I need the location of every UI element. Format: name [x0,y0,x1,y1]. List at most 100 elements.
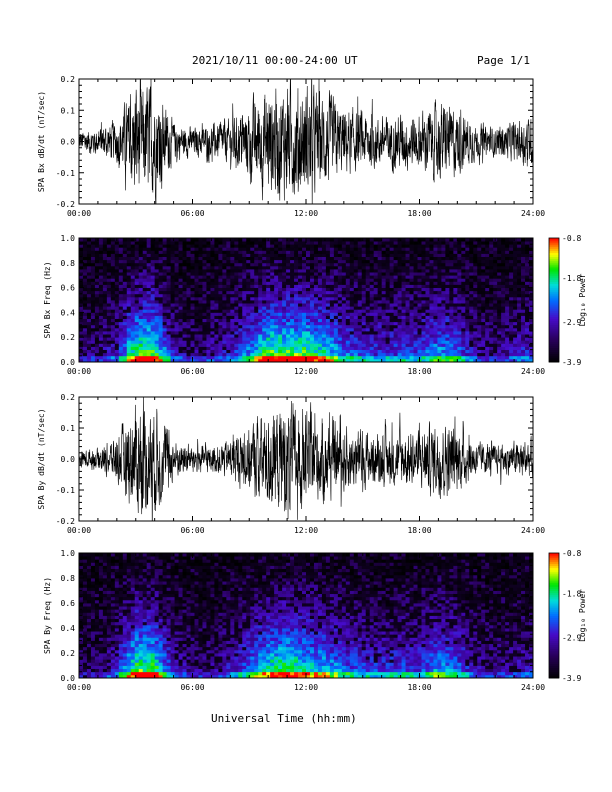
heatmap-cell [409,340,414,344]
heatmap-cell [529,262,534,267]
heatmap-cell [82,665,88,670]
colorbar-swatch [549,258,559,262]
heatmap-cell [389,262,395,267]
heatmap-cell [182,340,187,344]
heatmap-cell [473,296,478,301]
heatmap-cell [278,275,283,279]
heatmap-cell [425,272,430,276]
heatmap-cell [162,290,168,295]
heatmap-cell [429,334,434,338]
heatmap-cell [353,259,359,264]
heatmap-cell [453,312,458,316]
heatmap-cell [461,324,466,329]
heatmap-cell [154,334,160,338]
heatmap-cell [309,358,315,363]
heatmap-cell [262,327,267,332]
heatmap-cell [106,238,112,242]
heatmap-cell [234,321,239,326]
heatmap-cell [457,238,462,242]
heatmap-cell [469,315,474,319]
heatmap-cell [142,265,148,270]
heatmap-cell [325,337,331,341]
heatmap-cell [505,334,510,338]
heatmap-cell [274,244,279,248]
heatmap-cell [278,300,283,304]
heatmap-cell [142,284,148,288]
heatmap-cell [453,265,458,270]
heatmap-cell [250,315,255,319]
heatmap-cell [146,244,152,248]
heatmap-cell [246,331,251,335]
heatmap-cell [150,272,156,276]
heatmap-cell [86,265,92,270]
heatmap-cell [170,343,175,347]
heatmap-cell [505,262,510,267]
heatmap-cell [182,281,187,285]
heatmap-cell [202,269,207,273]
heatmap-cell [341,306,347,310]
heatmap-cell [485,265,490,270]
heatmap-cell [79,631,84,635]
heatmap-cell [445,349,450,354]
heatmap-cell [302,327,307,332]
heatmap-cell [94,287,100,292]
heatmap-cell [413,293,418,298]
heatmap-cell [162,272,168,276]
heatmap-cell [118,321,124,326]
heatmap-cell [453,300,458,304]
heatmap-cell [357,262,363,267]
heatmap-cell [529,253,534,257]
heatmap-cell [349,265,355,270]
heatmap-cell [349,256,355,261]
heatmap-cell [250,300,255,304]
heatmap-cell [333,259,339,264]
heatmap-cell [369,284,375,288]
heatmap-cell [218,293,223,298]
heatmap-cell [294,327,299,332]
heatmap-cell [473,250,478,254]
heatmap-cell [94,306,100,310]
heatmap-cell [385,331,391,335]
heatmap-cell [509,256,514,261]
heatmap-cell [509,340,514,344]
heatmap-cell [90,272,96,276]
x-tick-label: 00:00 [67,209,91,218]
heatmap-cell [333,256,339,261]
heatmap-cell [521,259,526,264]
heatmap-cell [110,247,116,251]
heatmap-cell [329,290,335,295]
heatmap-cell [449,343,454,347]
heatmap-cell [441,331,446,335]
heatmap-cell [309,287,315,292]
heatmap-cell [258,272,263,276]
heatmap-cell [505,272,510,276]
heatmap-cell [174,352,179,357]
heatmap-cell [429,244,434,248]
heatmap-cell [373,334,379,338]
heatmap-cell [226,253,231,257]
heatmap-cell [98,256,104,261]
heatmap-cell [485,250,490,254]
heatmap-cell [349,281,355,285]
heatmap-cell [242,303,247,307]
heatmap-cell [298,334,303,338]
heatmap-cell [465,281,470,285]
heatmap-cell [369,318,375,323]
heatmap-cell [309,284,315,288]
heatmap-cell [333,337,339,341]
heatmap-cell [94,327,100,332]
colorbar-swatch [549,310,559,313]
heatmap-cell [262,293,267,298]
heatmap-cell [142,281,148,285]
heatmap-cell [122,321,128,326]
heatmap-cell [309,312,315,316]
heatmap-cell [206,312,211,316]
heatmap-cell [186,346,191,350]
heatmap-cell [365,296,371,301]
heatmap-cell [266,275,271,279]
heatmap-cell [282,259,287,264]
heatmap-cell [457,300,462,304]
heatmap-cell [397,334,402,338]
heatmap-cell [437,315,442,319]
heatmap-cell [453,238,458,242]
